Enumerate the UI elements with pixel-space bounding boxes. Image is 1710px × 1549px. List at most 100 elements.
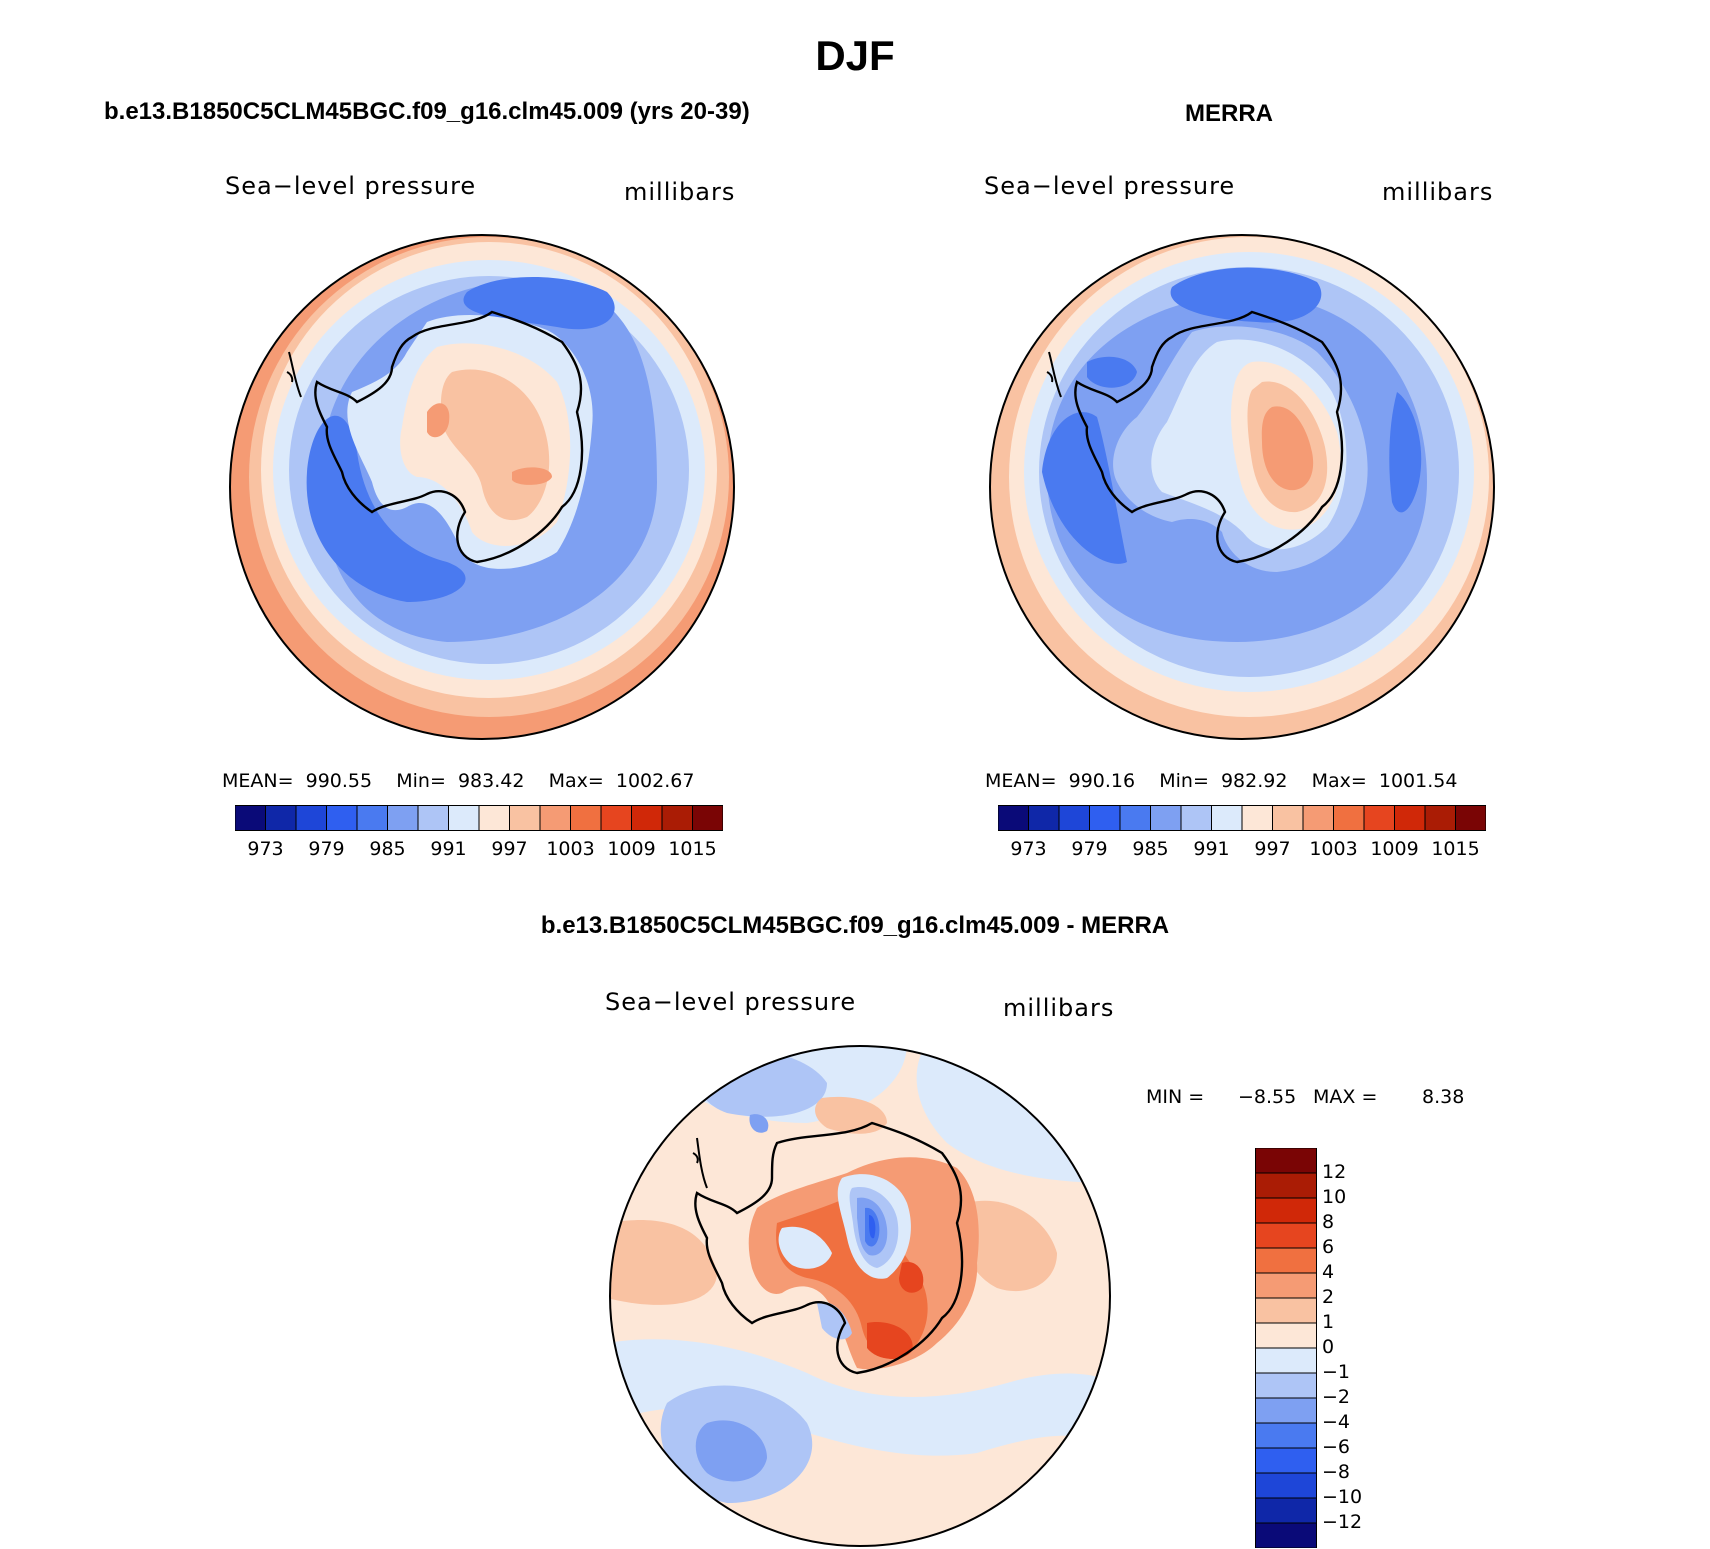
colorbar-box-5 (387, 805, 419, 831)
colorbar-box-5 (1150, 805, 1182, 831)
colorbar-box-11 (570, 805, 602, 831)
diff-colorbar-tick-label: −12 (1322, 1511, 1363, 1533)
antarctica-coastline (314, 310, 584, 564)
diff-colorbar-tick-label: 12 (1322, 1161, 1347, 1183)
diff-units-label: millibars (1003, 994, 1115, 1022)
colorbar-box-0 (235, 805, 266, 831)
colorbar-tick-label: 997 (1254, 838, 1291, 860)
diff-colorbar-ticks: 12 10 8 6 4 2 1 0 −1 −2 −4 −6 −8 −10 −12 (1322, 1148, 1392, 1548)
right-colorbar (998, 805, 1486, 831)
colorbar-tick-label: 1009 (607, 838, 656, 860)
diff-panel-title: b.e13.B1850C5CLM45BGC.f09_g16.clm45.009 … (540, 912, 1170, 939)
diff-colorbar-tick-label: 1 (1322, 1311, 1335, 1333)
diff-polar-map (609, 1045, 1111, 1547)
diff-max-value: 8.38 (1422, 1086, 1465, 1108)
diff-colorbar-tick-label: 4 (1322, 1261, 1335, 1283)
colorbar-box-8 (478, 805, 510, 831)
diff-colorbar (1255, 1148, 1317, 1548)
diff-colorbar-box-1 (1255, 1172, 1317, 1199)
diff-colorbar-box-15 (1255, 1522, 1317, 1548)
diff-colorbar-box-4 (1255, 1247, 1317, 1274)
right-units-label: millibars (1382, 178, 1494, 206)
left-polar-map (229, 234, 735, 740)
right-panel-title: MERRA (1185, 100, 1273, 127)
colorbar-tick-label: 973 (1010, 838, 1047, 860)
colorbar-box-6 (1180, 805, 1212, 831)
diff-colorbar-tick-label: −1 (1322, 1361, 1351, 1383)
diff-variable-label: Sea−level pressure (605, 988, 857, 1016)
colorbar-tick-label: 1015 (1431, 838, 1480, 860)
colorbar-box-10 (1302, 805, 1334, 831)
diff-colorbar-box-0 (1255, 1148, 1317, 1174)
right-colorbar-ticks: 973 979 985 991 997 1003 1009 1015 (998, 838, 1486, 862)
colorbar-box-0 (998, 805, 1029, 831)
diff-colorbar-box-6 (1255, 1297, 1317, 1324)
diff-colorbar-box-12 (1255, 1447, 1317, 1474)
diff-colorbar-tick-label: 0 (1322, 1336, 1335, 1358)
left-panel-title: b.e13.B1850C5CLM45BGC.f09_g16.clm45.009 … (104, 98, 750, 125)
diff-colorbar-tick-label: −4 (1322, 1411, 1351, 1433)
colorbar-box-9 (1272, 805, 1304, 831)
colorbar-box-3 (1089, 805, 1121, 831)
colorbar-box-7 (448, 805, 480, 831)
colorbar-tick-label: 973 (247, 838, 284, 860)
left-stats: MEAN= 990.55 Min= 983.42 Max= 1002.67 (222, 770, 695, 792)
diff-min-value: −8.55 (1238, 1086, 1297, 1108)
colorbar-box-1 (265, 805, 297, 831)
colorbar-box-4 (356, 805, 388, 831)
right-polar-map (989, 234, 1495, 740)
colorbar-box-15 (1455, 805, 1486, 831)
colorbar-box-11 (1333, 805, 1365, 831)
diff-colorbar-box-14 (1255, 1497, 1317, 1524)
colorbar-tick-label: 991 (1193, 838, 1230, 860)
diff-colorbar-box-13 (1255, 1472, 1317, 1499)
colorbar-tick-label: 997 (491, 838, 528, 860)
colorbar-box-14 (1424, 805, 1456, 831)
colorbar-box-2 (1058, 805, 1090, 831)
diff-min-label: MIN = (1146, 1086, 1205, 1108)
diff-colorbar-tick-label: −8 (1322, 1461, 1351, 1483)
colorbar-box-9 (509, 805, 541, 831)
colorbar-tick-label: 991 (430, 838, 467, 860)
diff-colorbar-tick-label: 2 (1322, 1286, 1335, 1308)
left-units-label: millibars (624, 178, 736, 206)
colorbar-box-3 (326, 805, 358, 831)
colorbar-box-13 (631, 805, 663, 831)
colorbar-tick-label: 1003 (1309, 838, 1358, 860)
diff-colorbar-tick-label: 6 (1322, 1236, 1335, 1258)
diff-colorbar-box-8 (1255, 1347, 1317, 1374)
map-boundary (229, 234, 735, 740)
right-variable-label: Sea−level pressure (984, 172, 1236, 200)
diff-colorbar-tick-label: −6 (1322, 1436, 1351, 1458)
figure-title: DJF (815, 32, 895, 79)
colorbar-box-1 (1028, 805, 1060, 831)
diff-colorbar-tick-label: 10 (1322, 1186, 1347, 1208)
colorbar-box-4 (1119, 805, 1151, 831)
colorbar-box-2 (295, 805, 327, 831)
colorbar-tick-label: 1009 (1370, 838, 1419, 860)
diff-max-label: MAX = (1313, 1086, 1378, 1108)
colorbar-tick-label: 985 (1132, 838, 1169, 860)
colorbar-box-15 (692, 805, 723, 831)
diff-colorbar-box-7 (1255, 1322, 1317, 1349)
left-colorbar (235, 805, 723, 831)
colorbar-box-14 (661, 805, 693, 831)
colorbar-tick-label: 979 (1071, 838, 1108, 860)
colorbar-box-7 (1211, 805, 1243, 831)
colorbar-box-10 (539, 805, 571, 831)
right-stats: MEAN= 990.16 Min= 982.92 Max= 1001.54 (985, 770, 1458, 792)
colorbar-tick-label: 1003 (546, 838, 595, 860)
colorbar-box-8 (1241, 805, 1273, 831)
colorbar-tick-label: 1015 (668, 838, 717, 860)
colorbar-box-12 (600, 805, 632, 831)
colorbar-tick-label: 979 (308, 838, 345, 860)
colorbar-tick-label: 985 (369, 838, 406, 860)
diff-colorbar-box-10 (1255, 1397, 1317, 1424)
diff-colorbar-tick-label: 8 (1322, 1211, 1335, 1233)
left-colorbar-ticks: 973 979 985 991 997 1003 1009 1015 (235, 838, 723, 862)
diff-colorbar-tick-label: −2 (1322, 1386, 1351, 1408)
left-variable-label: Sea−level pressure (225, 172, 477, 200)
diff-colorbar-box-2 (1255, 1197, 1317, 1224)
diff-colorbar-box-11 (1255, 1422, 1317, 1449)
diff-colorbar-box-9 (1255, 1372, 1317, 1399)
